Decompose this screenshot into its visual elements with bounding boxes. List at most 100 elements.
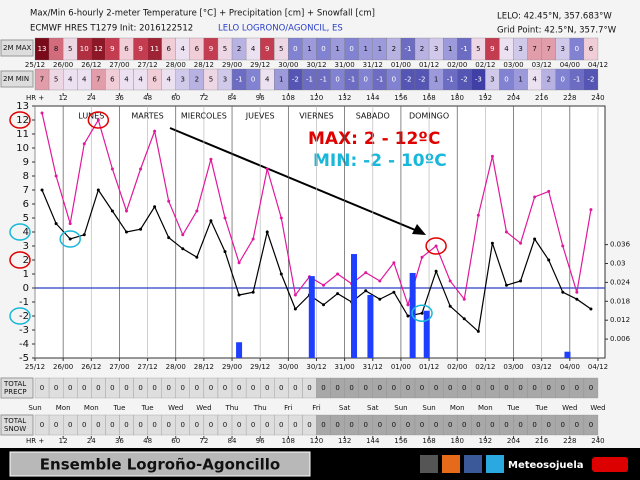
temp-point	[167, 236, 171, 240]
temp-cell-label: 10	[80, 45, 89, 53]
hour-tick-label: 108	[282, 437, 295, 445]
temp-cell-label: 0	[335, 76, 339, 84]
temp-point	[547, 189, 551, 193]
hour-tick-label: 132	[338, 94, 351, 102]
total-cell-label: 0	[504, 384, 508, 392]
row-label: TOTAL	[3, 380, 26, 388]
date-label: 30/00	[278, 61, 298, 69]
y-tick-label: 0	[23, 283, 29, 294]
total-cell-label: 0	[166, 421, 170, 429]
temp-point	[462, 297, 466, 301]
total-cell-label: 0	[110, 421, 114, 429]
x-tick-label: 02/00	[447, 363, 467, 371]
temp-cell-label: 3	[434, 45, 438, 53]
total-cell-label: 0	[265, 384, 269, 392]
total-cell-label: 0	[504, 421, 508, 429]
y-tick-label: -2	[19, 311, 29, 322]
total-cell-label: 0	[166, 384, 170, 392]
temp-cell-label: 4	[124, 76, 129, 84]
date-label: 04/00	[560, 61, 580, 69]
icon	[442, 455, 460, 473]
icon	[592, 457, 628, 472]
hour-tick-label: 168	[422, 437, 435, 445]
hour-tick-label: 204	[507, 437, 521, 445]
total-cell-label: 0	[96, 384, 100, 392]
total-cell-label: 0	[54, 421, 58, 429]
date-label: 01/00	[391, 61, 411, 69]
temp-cell-label: 4	[504, 45, 509, 53]
precip-bar	[423, 310, 430, 358]
total-cell-label: 0	[279, 421, 283, 429]
temp-cell-label: 3	[518, 45, 522, 53]
weekday-label: Mon	[84, 404, 99, 412]
hour-tick-label: 156	[394, 94, 408, 102]
temp-point	[223, 250, 227, 254]
y-tick-label: 3	[23, 241, 29, 252]
total-cell-label: 0	[448, 384, 452, 392]
temp-cell-label: 7	[40, 76, 44, 84]
y-tick-label: -1	[19, 297, 29, 308]
temp-point	[96, 188, 100, 192]
total-cell-label: 0	[420, 421, 424, 429]
total-cell-label: 0	[138, 421, 142, 429]
temp-point	[504, 283, 508, 287]
highlight-circle	[9, 251, 31, 269]
total-cell-label: 0	[251, 421, 255, 429]
temp-cell-label: -2	[404, 76, 411, 84]
chart-title: Max/Min 6-hourly 2-meter Temperature [°C…	[30, 9, 375, 19]
y-tick-label: -4	[19, 339, 29, 350]
total-cell-label: 0	[575, 384, 579, 392]
x-tick-label: 03/12	[532, 363, 552, 371]
temp-cell-label: 6	[110, 76, 115, 84]
temp-point	[462, 317, 466, 321]
total-cell-label: 0	[40, 421, 44, 429]
temp-point	[139, 167, 143, 171]
temp-cell-label: 13	[38, 45, 47, 53]
total-cell-label: 0	[476, 421, 480, 429]
x-tick-label: 03/00	[503, 363, 523, 371]
date-label: 04/12	[588, 61, 608, 69]
precip-bar	[564, 351, 571, 358]
hour-tick-label: 84	[228, 437, 237, 445]
temp-point	[265, 167, 269, 171]
weekday-label: Tue	[535, 404, 548, 412]
temp-cell	[583, 37, 599, 61]
row-label: PRECP	[4, 388, 27, 396]
total-cell-label: 0	[223, 421, 227, 429]
hour-tick-label: 60	[171, 437, 180, 445]
weekday-label: Tue	[112, 404, 125, 412]
weekday-label: Mon	[478, 404, 493, 412]
weekday-label: Sun	[28, 404, 41, 412]
total-cell-label: 0	[561, 384, 565, 392]
temp-point	[476, 213, 480, 217]
hour-tick-label: 180	[451, 437, 464, 445]
weekday-label: Tue	[141, 404, 154, 412]
hour-tick-label: 168	[422, 94, 435, 102]
temp-point	[561, 244, 565, 248]
temp-cell-label: 4	[166, 76, 171, 84]
x-tick-label: 02/12	[475, 363, 495, 371]
hour-tick-label: 72	[199, 437, 208, 445]
day-label: MIERCOLES	[181, 112, 227, 121]
y2-tick-label: 0.012	[610, 316, 630, 324]
total-cell-label: 0	[420, 384, 424, 392]
temp-point	[82, 233, 86, 237]
total-cell-label: 0	[378, 384, 382, 392]
hour-tick-label: 12	[59, 437, 68, 445]
temp-cell-label: 2	[420, 45, 424, 53]
temp-cell-label: -1	[236, 76, 243, 84]
date-label: 02/00	[447, 61, 467, 69]
y-tick-label: 8	[23, 171, 29, 182]
temp-point	[364, 271, 368, 275]
hour-tick-label: 216	[535, 94, 549, 102]
temp-point	[434, 269, 438, 273]
total-cell-label: 0	[68, 384, 72, 392]
date-label: 27/00	[109, 61, 129, 69]
temp-point	[575, 290, 579, 294]
temp-point	[336, 292, 340, 296]
temp-point	[209, 157, 213, 161]
total-cell-label: 0	[251, 384, 255, 392]
total-cell-label: 0	[307, 384, 311, 392]
temp-point	[153, 129, 157, 133]
weekday-label: Sun	[394, 404, 407, 412]
